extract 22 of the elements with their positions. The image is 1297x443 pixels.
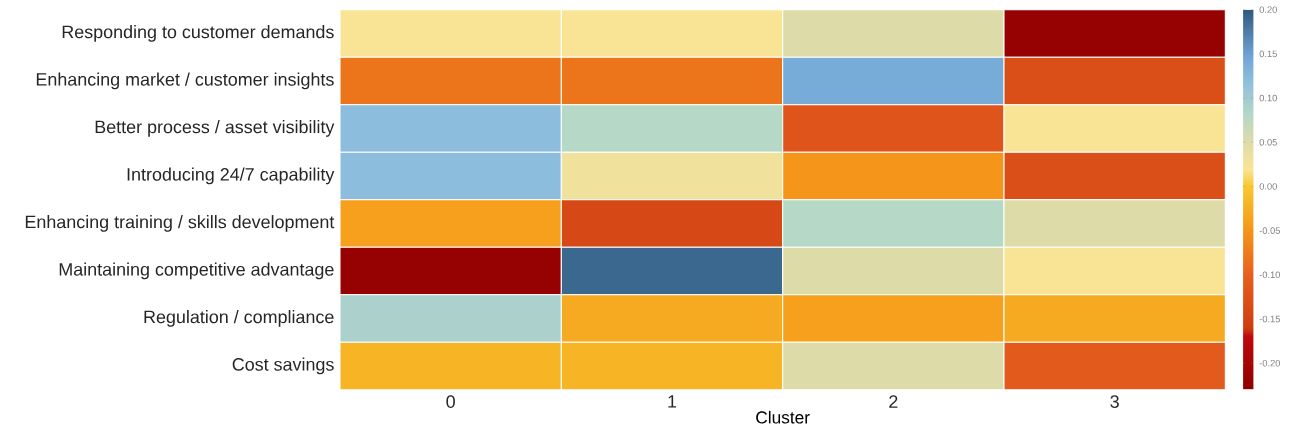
x-tick-label: 1 [668,395,677,408]
x-tick-label: 0 [446,395,455,408]
color-bar-label: 0.15 [1259,50,1277,58]
x-tick-label: 3 [1110,395,1119,408]
y-tick-label: Regulation / compliance [144,310,334,327]
color-bar-label: -0.10 [1259,271,1281,279]
color-bar-label: -0.15 [1259,315,1281,323]
color-bar-label: 0.00 [1259,183,1277,190]
y-tick-label: Cost savings [232,357,334,375]
color-bar-label: 0.20 [1259,6,1277,13]
x-axis-title: Cluster [756,410,810,424]
y-tick-label: Better process / asset visibility [95,120,335,137]
color-bar-label: 0.10 [1259,94,1277,102]
color-bar-label: -0.20 [1259,359,1281,367]
color-bar-label: -0.05 [1259,227,1281,234]
y-tick-label: Enhancing training / skills development [25,215,335,232]
y-tick-label: Maintaining competitive advantage [59,262,334,280]
y-tick-label: Introducing 24/7 capability [127,167,335,185]
x-tick-label: 2 [889,395,898,408]
y-tick-label: Responding to customer demands [62,25,334,42]
color-bar-label: 0.05 [1259,138,1277,146]
y-tick-label: Enhancing market / customer insights [36,72,334,90]
